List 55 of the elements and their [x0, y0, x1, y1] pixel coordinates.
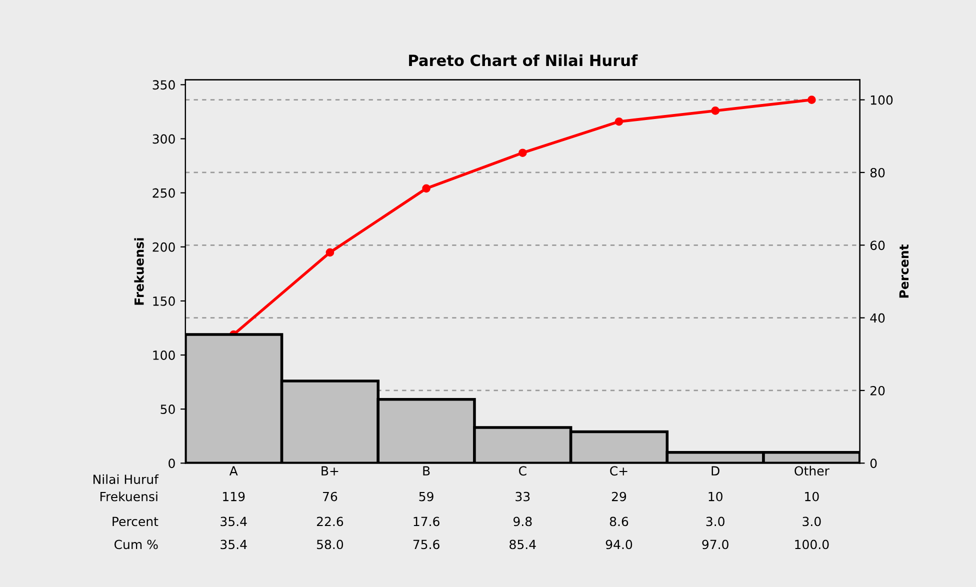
- y-tick-label: 50: [160, 404, 175, 414]
- x-tick-label: B: [423, 466, 430, 476]
- point: [711, 106, 720, 115]
- data-label: 29: [612, 492, 626, 502]
- y2-tick-label: 0: [870, 458, 877, 468]
- data-label: 85.4: [510, 540, 536, 550]
- y2-tick-label: 100: [870, 95, 893, 105]
- text: Frekuensi: [100, 492, 158, 502]
- y-tick-label: 250: [152, 188, 175, 198]
- y-axis-title: Frekuensi: [134, 238, 144, 305]
- y2-tick-label: 40: [870, 313, 885, 323]
- x-tick-label: A: [229, 466, 238, 476]
- point: [614, 117, 624, 126]
- data-label: 59: [419, 492, 434, 502]
- y2-tick-label: 60: [870, 240, 885, 250]
- text: Percent: [112, 516, 158, 526]
- point: [422, 184, 430, 193]
- data-label: 10: [708, 492, 722, 502]
- data-label: 76: [323, 492, 338, 502]
- text: 8.6: [610, 516, 628, 526]
- text: 17.6: [414, 516, 440, 526]
- data-label: 94.0: [606, 540, 632, 550]
- y2-tick-label: 20: [870, 386, 885, 396]
- x-tick-label: D: [712, 466, 720, 476]
- x-tick-label: C: [518, 466, 526, 476]
- point: [326, 248, 334, 257]
- y-tick-label: 100: [153, 350, 175, 360]
- chart-title: Pareto Chart of Nilai Huruf: [409, 54, 638, 66]
- text: Cum %: [114, 540, 158, 550]
- data-label: 35.4: [220, 540, 247, 550]
- y-tick-label: 150: [153, 296, 175, 306]
- data-label: 10: [805, 492, 819, 502]
- text: 3.0: [706, 516, 724, 526]
- text: 9.8: [513, 516, 532, 526]
- x-tick-label: B+: [322, 466, 338, 476]
- x-tick-label: C+: [610, 466, 628, 476]
- text: 22.6: [316, 516, 344, 526]
- y2-tick-label: 80: [870, 168, 885, 178]
- y2-axis-title: Percent: [899, 244, 909, 298]
- text: 35.4: [220, 516, 247, 526]
- y-tick-label: 350: [152, 80, 175, 90]
- data-label: 97.0: [702, 540, 728, 550]
- data-label: 75.6: [413, 540, 440, 550]
- text: 3.0: [802, 516, 821, 526]
- y-tick-label: 0: [168, 458, 175, 468]
- point: [808, 96, 816, 104]
- data-label: 100.0: [795, 540, 829, 550]
- x-axis-title: Nilai Huruf: [94, 474, 159, 484]
- x-tick-label: Other: [794, 466, 830, 476]
- y-tick-label: 200: [152, 242, 175, 252]
- y-tick-label: 300: [152, 134, 175, 144]
- point: [518, 148, 527, 158]
- data-label: 58.0: [317, 540, 344, 550]
- data-label: 33: [516, 492, 530, 502]
- data-label: 119: [223, 492, 245, 502]
